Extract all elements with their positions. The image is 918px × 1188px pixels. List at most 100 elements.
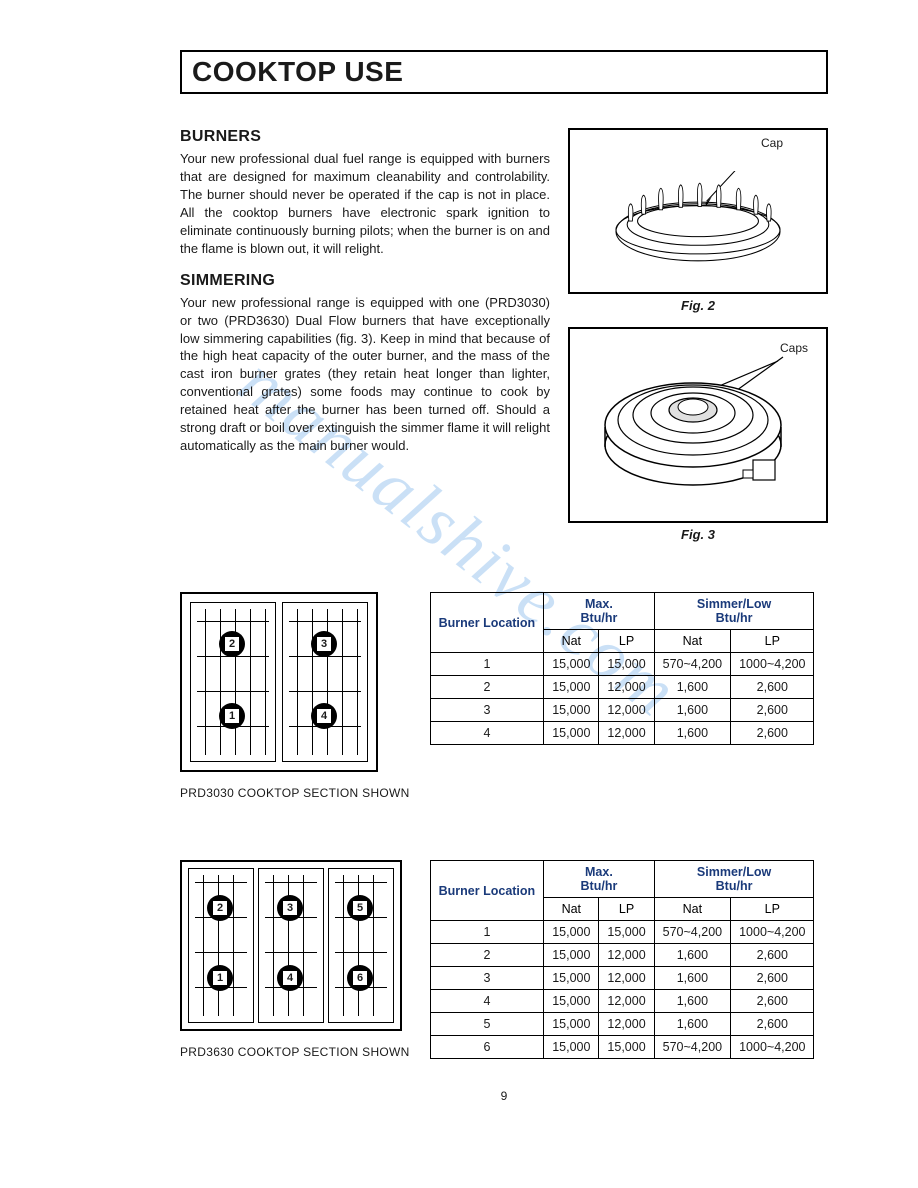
table-cell: 15,000: [599, 653, 654, 676]
table-cell: 1,600: [654, 944, 730, 967]
table-cell: 2,600: [731, 1013, 814, 1036]
figure-3-frame: Caps: [568, 327, 828, 523]
table-cell: 15,000: [544, 1013, 599, 1036]
burners-body: Your new professional dual fuel range is…: [180, 150, 550, 258]
burners-heading: BURNERS: [180, 128, 550, 146]
table-cell: 12,000: [599, 676, 654, 699]
table-cell: 12,000: [599, 722, 654, 745]
cooktop1-diagram: 2 1 3 4: [180, 592, 378, 772]
burner-num: 5: [352, 900, 368, 916]
table-cell: 15,000: [544, 653, 599, 676]
table-cell: 1000~4,200: [731, 1036, 814, 1059]
table-cell: 570~4,200: [654, 1036, 730, 1059]
table-cell: 2,600: [731, 967, 814, 990]
table-cell: 3: [430, 967, 544, 990]
th-nat: Nat: [654, 630, 730, 653]
table-cell: 15,000: [544, 967, 599, 990]
table-row: 215,00012,0001,6002,600: [430, 676, 814, 699]
table-cell: 5: [430, 1013, 544, 1036]
th-nat: Nat: [544, 898, 599, 921]
burner-num: 1: [212, 970, 228, 986]
table-cell: 15,000: [599, 921, 654, 944]
table-cell: 2: [430, 944, 544, 967]
simmering-heading: SIMMERING: [180, 272, 550, 290]
cooktop1-table: Burner Location Max.Btu/hr Simmer/LowBtu…: [430, 592, 815, 745]
table-cell: 15,000: [544, 990, 599, 1013]
table-cell: 15,000: [544, 722, 599, 745]
simmering-body: Your new professional range is equipped …: [180, 294, 550, 455]
fig2-caption: Fig. 2: [568, 298, 828, 313]
figure-2-frame: Cap: [568, 128, 828, 294]
burner-flame-icon: [598, 171, 798, 266]
table-cell: 12,000: [599, 967, 654, 990]
table-cell: 15,000: [544, 676, 599, 699]
burner-num: 1: [224, 708, 240, 724]
table-cell: 1,600: [654, 990, 730, 1013]
table-cell: 2: [430, 676, 544, 699]
table-cell: 1000~4,200: [731, 921, 814, 944]
table-row: 415,00012,0001,6002,600: [430, 990, 814, 1013]
table-cell: 4: [430, 722, 544, 745]
th-nat: Nat: [654, 898, 730, 921]
fig2-cap-label: Cap: [761, 136, 783, 150]
th-sim: Simmer/LowBtu/hr: [654, 593, 814, 630]
burner-num: 6: [352, 970, 368, 986]
table-cell: 12,000: [599, 990, 654, 1013]
table-cell: 12,000: [599, 699, 654, 722]
cooktop2-diagram: 2 1 3 4 5 6: [180, 860, 402, 1031]
table-row: 615,00015,000570~4,2001000~4,200: [430, 1036, 814, 1059]
th-lp: LP: [599, 630, 654, 653]
table-cell: 15,000: [599, 1036, 654, 1059]
page-number: 9: [180, 1089, 828, 1103]
th-loc: Burner Location: [430, 861, 544, 921]
fig3-caps-label: Caps: [780, 341, 808, 355]
th-lp: LP: [731, 898, 814, 921]
table-cell: 1,600: [654, 676, 730, 699]
dual-flow-burner-icon: [578, 335, 818, 515]
table-cell: 570~4,200: [654, 653, 730, 676]
table-cell: 2,600: [731, 990, 814, 1013]
burner-num: 2: [212, 900, 228, 916]
table-cell: 1,600: [654, 967, 730, 990]
th-max: Max.Btu/hr: [544, 593, 654, 630]
table-row: 215,00012,0001,6002,600: [430, 944, 814, 967]
table-cell: 1,600: [654, 1013, 730, 1036]
cooktop1-caption: PRD3030 COOKTOP SECTION SHOWN: [180, 786, 410, 800]
table-cell: 15,000: [544, 699, 599, 722]
table-row: 115,00015,000570~4,2001000~4,200: [430, 921, 814, 944]
table-cell: 2,600: [731, 699, 814, 722]
table-row: 315,00012,0001,6002,600: [430, 699, 814, 722]
burner-num: 4: [316, 708, 332, 724]
burner-num: 3: [316, 636, 332, 652]
table-cell: 6: [430, 1036, 544, 1059]
table-row: 115,00015,000570~4,2001000~4,200: [430, 653, 814, 676]
fig3-caption: Fig. 3: [568, 527, 828, 542]
table-cell: 12,000: [599, 944, 654, 967]
burner-num: 4: [282, 970, 298, 986]
table-cell: 570~4,200: [654, 921, 730, 944]
table-cell: 1: [430, 653, 544, 676]
table-cell: 1: [430, 921, 544, 944]
cooktop2-table: Burner Location Max.Btu/hr Simmer/LowBtu…: [430, 860, 815, 1059]
th-lp: LP: [731, 630, 814, 653]
table-cell: 15,000: [544, 1036, 599, 1059]
page-title-box: COOKTOP USE: [180, 50, 828, 94]
table-cell: 1,600: [654, 722, 730, 745]
table-cell: 12,000: [599, 1013, 654, 1036]
page-title: COOKTOP USE: [192, 56, 816, 88]
burner-num: 3: [282, 900, 298, 916]
table-row: 415,00012,0001,6002,600: [430, 722, 814, 745]
table-cell: 2,600: [731, 722, 814, 745]
table-cell: 15,000: [544, 944, 599, 967]
table-row: 515,00012,0001,6002,600: [430, 1013, 814, 1036]
th-lp: LP: [599, 898, 654, 921]
table-cell: 4: [430, 990, 544, 1013]
th-nat: Nat: [544, 630, 599, 653]
table-cell: 3: [430, 699, 544, 722]
table-cell: 2,600: [731, 944, 814, 967]
table-row: 315,00012,0001,6002,600: [430, 967, 814, 990]
th-loc: Burner Location: [430, 593, 544, 653]
th-sim: Simmer/LowBtu/hr: [654, 861, 814, 898]
th-max: Max.Btu/hr: [544, 861, 654, 898]
table-cell: 15,000: [544, 921, 599, 944]
